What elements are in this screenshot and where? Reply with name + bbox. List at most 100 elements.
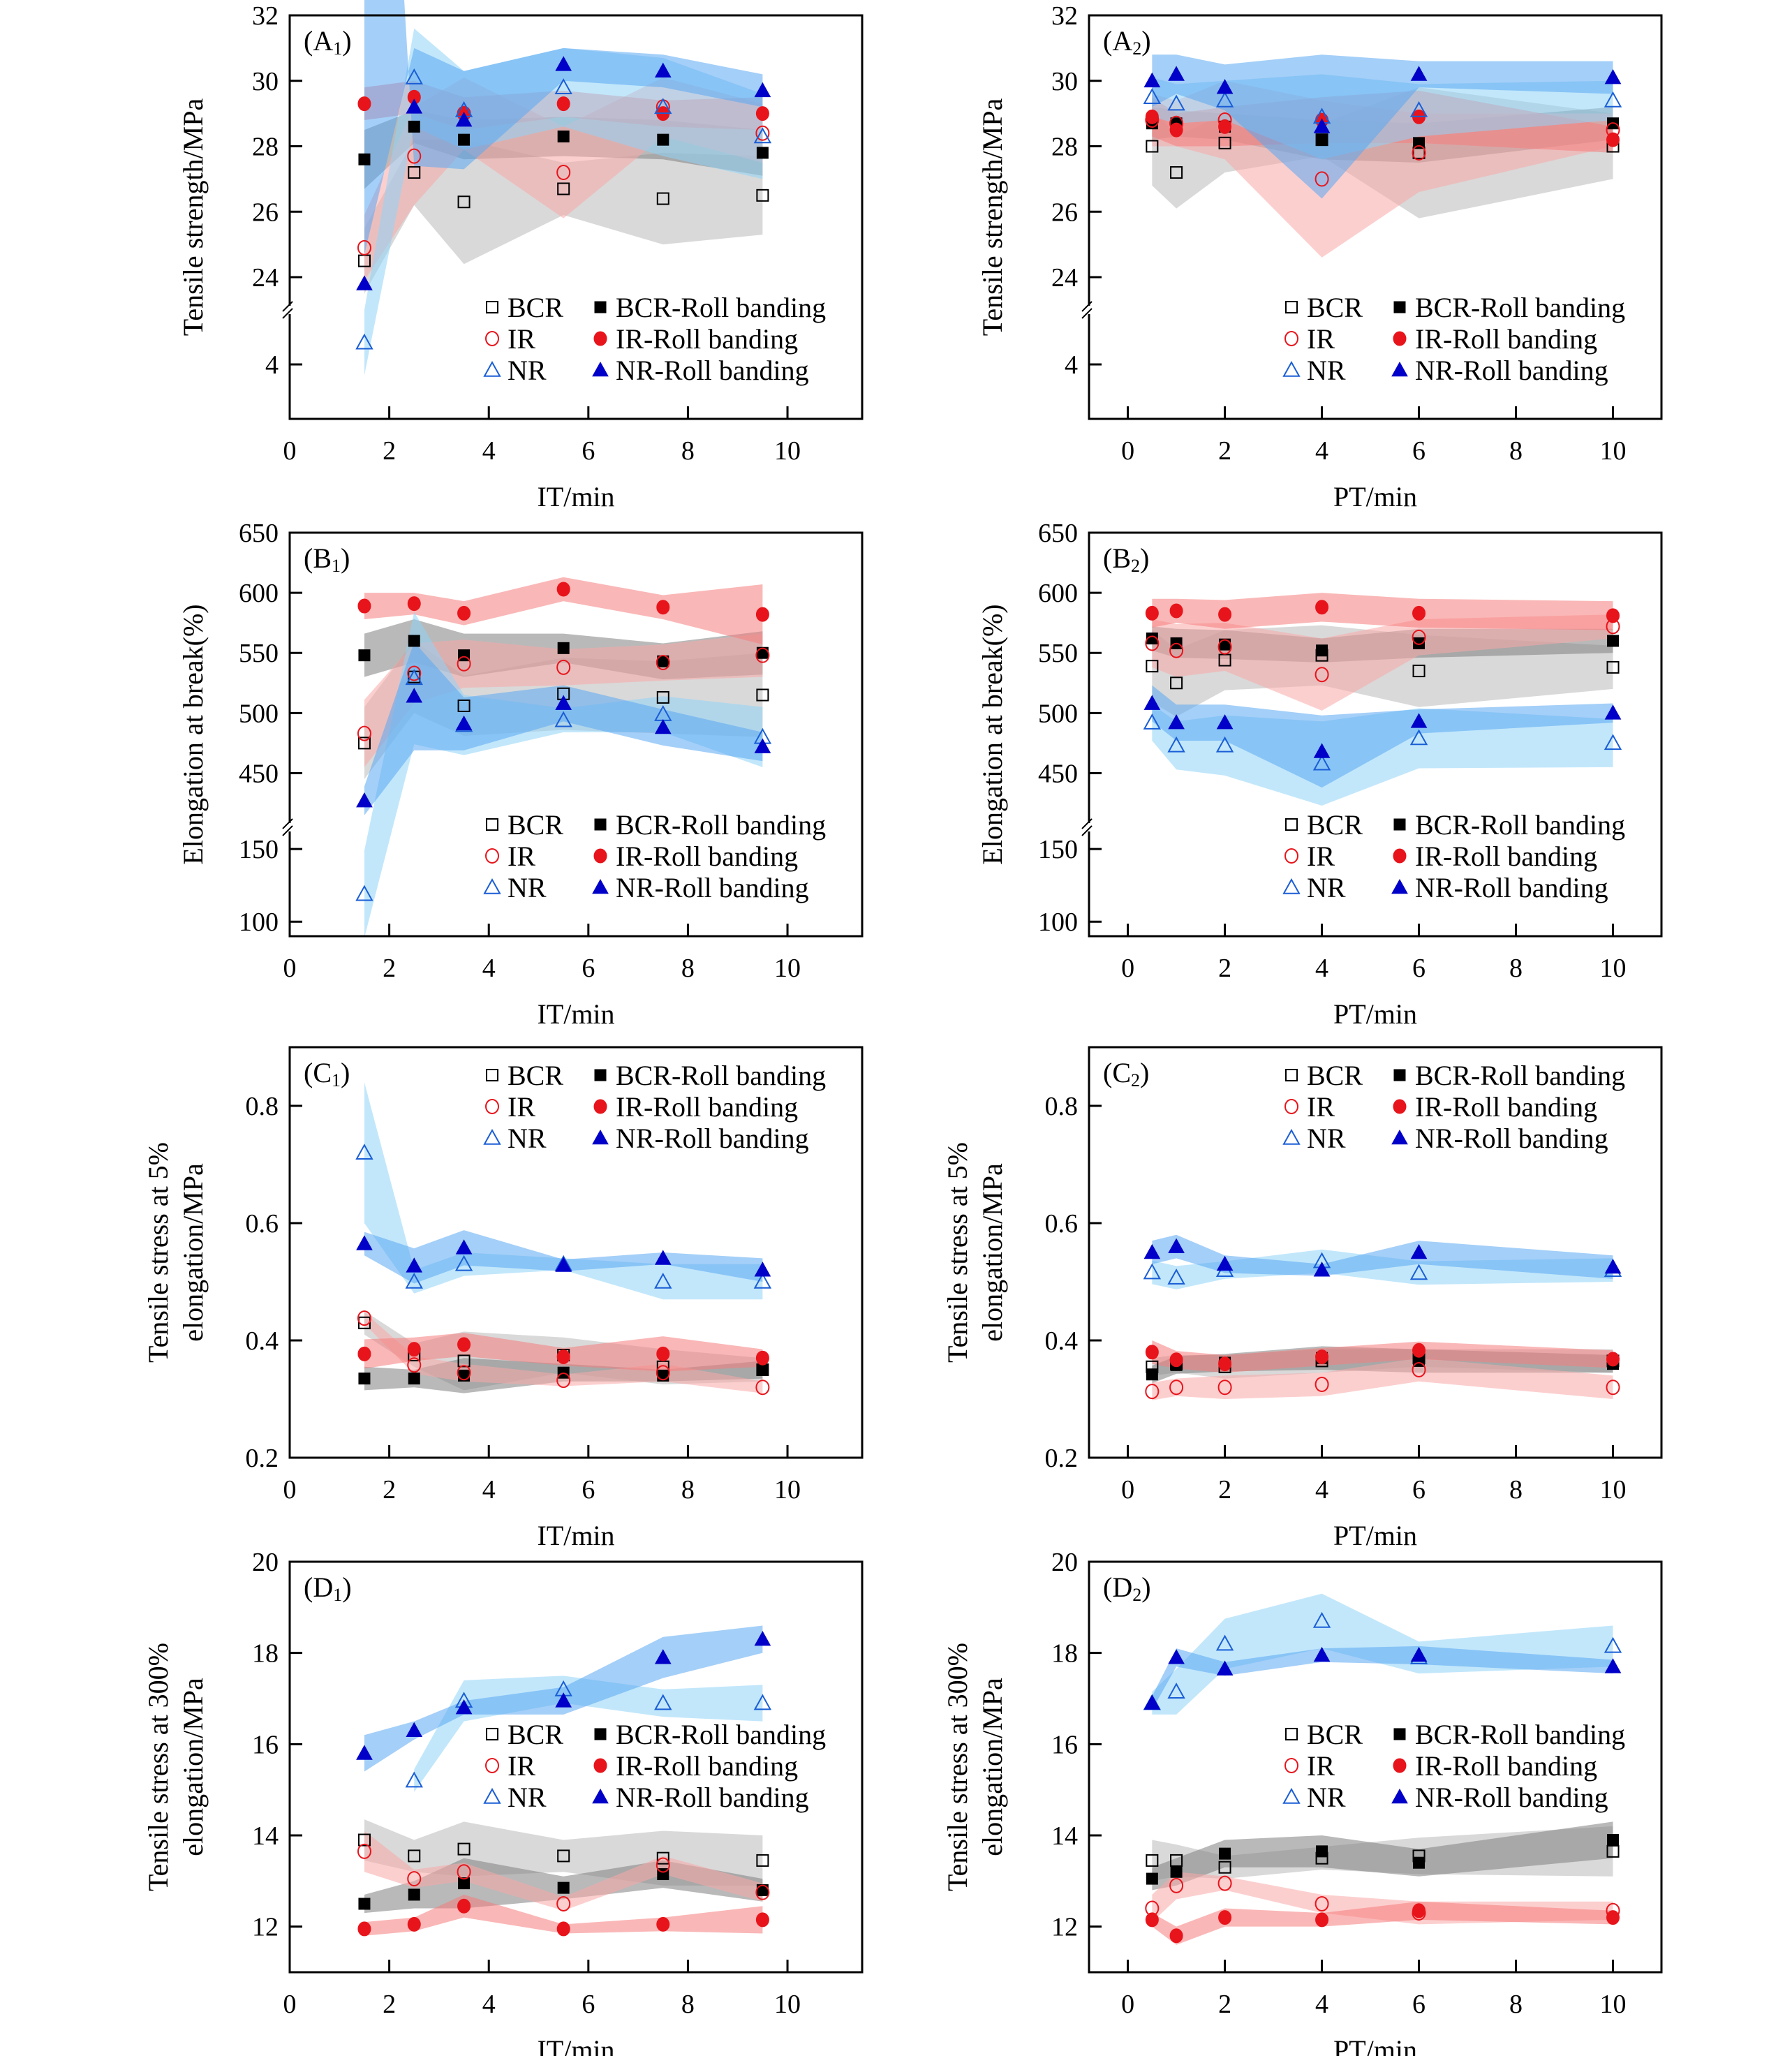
legend-label: BCR-Roll banding — [1415, 809, 1625, 841]
data-point — [1410, 713, 1428, 728]
legend: BCR BCR-Roll banding IR IR-Roll banding NR NR… — [1282, 1060, 1625, 1154]
data-point — [755, 647, 770, 663]
x-axis-label: IT/min — [537, 998, 614, 1030]
legend: BCR BCR-Roll banding IR IR-Roll banding NR NR… — [483, 1719, 826, 1813]
data-point — [1315, 1896, 1329, 1911]
error-bands — [1152, 1234, 1613, 1400]
legend-label: IR-Roll banding — [1415, 1091, 1597, 1123]
data-point — [1315, 1377, 1329, 1392]
x-tick-label: 4 — [1315, 1475, 1328, 1504]
x-tick-label: 2 — [383, 436, 396, 466]
legend-item-bcr-rb: BCR-Roll banding — [594, 1060, 826, 1091]
data-point — [1216, 1255, 1234, 1271]
series-nr-rb — [356, 56, 771, 290]
legend-marker — [1285, 1727, 1298, 1740]
x-tick-label: 2 — [383, 954, 396, 983]
series-nr — [1143, 88, 1622, 124]
band-ir — [364, 1831, 763, 1911]
legend-marker — [1393, 1728, 1406, 1740]
data-point — [1604, 91, 1622, 108]
axis-break-gap — [286, 822, 294, 831]
series-nr-rb — [356, 1631, 771, 1760]
axis-break-mark — [282, 308, 293, 319]
legend-label: NR-Roll banding — [1415, 1123, 1608, 1154]
legend: BCR BCR-Roll banding IR IR-Roll banding NR NR… — [1282, 292, 1625, 386]
legend-item-ir: IR — [485, 1091, 535, 1123]
series-nr — [1143, 713, 1622, 771]
y-axis-label: elongation/MPa — [977, 1678, 1008, 1856]
legend-label: BCR-Roll banding — [616, 1060, 826, 1091]
y-tick-label: 500 — [239, 699, 279, 728]
y-tick-label: 600 — [239, 579, 279, 608]
legend-label: NR-Roll banding — [1415, 1782, 1608, 1813]
data-point — [357, 598, 371, 614]
data-point — [1218, 119, 1232, 134]
x-tick-label: 6 — [1412, 954, 1426, 983]
x-axis-label: PT/min — [1333, 2034, 1417, 2056]
data-point — [457, 1898, 471, 1914]
axis-break-mark — [282, 818, 293, 829]
y-tick-label: 150 — [239, 835, 279, 864]
data-point — [1170, 676, 1183, 690]
legend-marker — [592, 361, 609, 377]
data-point — [1143, 1694, 1161, 1710]
legend-marker — [486, 301, 498, 313]
data-point — [406, 1722, 423, 1738]
y-tick-label: 30 — [252, 67, 279, 96]
y-tick-label: 30 — [1051, 67, 1078, 96]
x-tick-label: 0 — [1121, 1990, 1134, 2019]
x-tick-label: 2 — [1218, 954, 1231, 983]
data-point — [457, 1864, 471, 1880]
legend-marker — [594, 1069, 607, 1081]
y-tick-label: 26 — [1051, 198, 1078, 227]
data-point — [1215, 736, 1234, 753]
x-tick-label: 6 — [1412, 1475, 1426, 1504]
data-point — [1313, 743, 1331, 758]
panel-label: (B1) — [304, 542, 350, 576]
legend-item-ir: IR — [1284, 1091, 1335, 1123]
data-point — [754, 82, 771, 98]
data-point — [1143, 1243, 1161, 1259]
y-axis-label: Tensile strength/MPa — [177, 98, 209, 336]
data-point — [457, 1337, 471, 1352]
data-point — [657, 133, 669, 146]
data-point — [1146, 1368, 1158, 1381]
data-point — [556, 165, 571, 181]
legend-label: IR-Roll banding — [616, 1091, 798, 1123]
data-point — [455, 715, 473, 731]
data-point — [405, 1272, 423, 1289]
panel-label-close: ) — [342, 1571, 351, 1603]
panel-b2: 0 2 4 6 8 10 100 150 450 500 550 600 650 PT/min Elonga… — [977, 519, 1663, 1030]
legend-marker — [1282, 1787, 1301, 1804]
data-point — [654, 1272, 672, 1289]
legend-label: NR — [1307, 1123, 1346, 1154]
band-nr-rb — [1152, 685, 1613, 788]
data-point — [1409, 1264, 1428, 1280]
series-ir-rb — [1145, 1903, 1620, 1944]
legend-marker — [486, 1069, 498, 1081]
legend-marker — [1391, 361, 1408, 377]
legend-item-nr-rb: NR-Roll banding — [1391, 1123, 1608, 1154]
data-point — [1604, 734, 1622, 750]
legend-item-ir: IR — [485, 323, 535, 355]
panel-label-close: ) — [1140, 1057, 1149, 1088]
x-tick-label: 0 — [1121, 1475, 1134, 1504]
data-point — [1217, 1380, 1232, 1396]
legend-label: BCR — [508, 1060, 563, 1091]
data-point — [1409, 101, 1428, 117]
x-tick-label: 4 — [482, 436, 496, 466]
data-point — [1169, 1380, 1184, 1396]
y-tick-label: 12 — [1051, 1913, 1078, 1942]
data-point — [654, 98, 672, 114]
x-tick-label: 2 — [383, 1990, 396, 2019]
legend-item-nr: NR — [1282, 1782, 1346, 1813]
data-point — [1313, 118, 1331, 133]
data-point — [1606, 1380, 1620, 1396]
data-point — [1218, 1861, 1231, 1874]
data-point — [457, 1842, 471, 1856]
legend-label: BCR-Roll banding — [1415, 292, 1625, 323]
data-point — [408, 635, 420, 647]
plot-frame — [288, 1560, 864, 1974]
legend-label: NR-Roll banding — [616, 1123, 809, 1154]
